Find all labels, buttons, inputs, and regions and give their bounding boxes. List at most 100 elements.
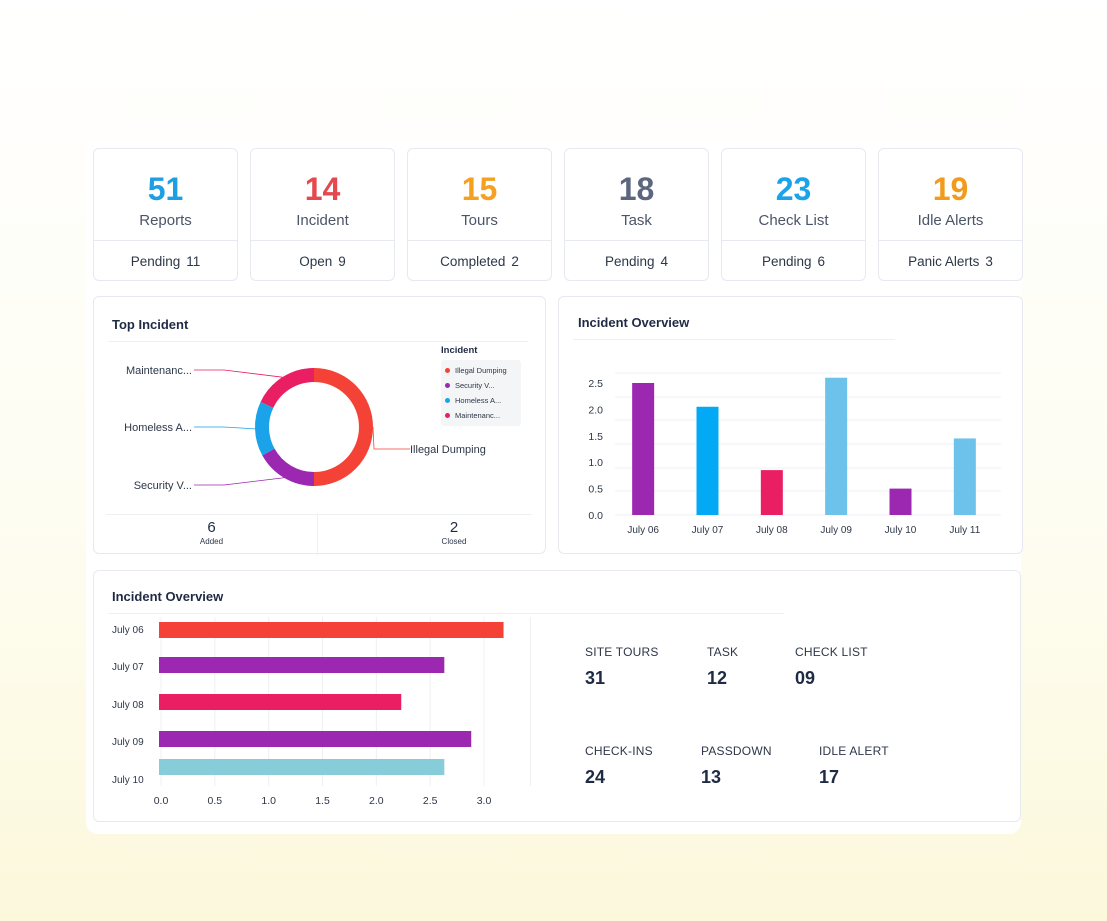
- metric-value: 17: [819, 767, 840, 787]
- x-tick-label: July 11: [949, 525, 980, 536]
- stat-label: Incident: [296, 212, 349, 229]
- stat-value: 14: [304, 171, 341, 207]
- legend-dot: [445, 368, 450, 373]
- donut-slice-homeless-activity[interactable]: [255, 401, 275, 456]
- stat-card-task[interactable]: 18 Task Pending 4: [564, 148, 709, 281]
- y-tick-label: July 07: [112, 662, 144, 673]
- bar[interactable]: [825, 377, 848, 515]
- stat-footer: Pending 4: [565, 254, 708, 269]
- legend-item[interactable]: Homeless A...: [445, 393, 517, 408]
- stat-footer-label: Panic Alerts: [908, 254, 980, 269]
- bar[interactable]: [632, 383, 655, 515]
- stat-card-tours[interactable]: 15 Tours Completed 2: [407, 148, 552, 281]
- callout-label: Illegal Dumping: [410, 444, 486, 456]
- stat-card-idle-alerts[interactable]: 19 Idle Alerts Panic Alerts 3: [878, 148, 1023, 281]
- metric-label: CHECK-INS: [585, 744, 653, 758]
- metric-label: CHECK LIST: [795, 645, 868, 659]
- callout-line: [194, 477, 285, 486]
- callout-label: Security V...: [134, 480, 192, 492]
- x-tick-label: July 09: [820, 525, 852, 536]
- stat-footer-label: Completed: [440, 254, 506, 269]
- legend-label: Homeless A...: [455, 396, 502, 405]
- vertical-bar-chart: 0.0 0.5 1.0 1.5 2.0 2.5 July 06 July 07 July 08 J…: [588, 372, 1001, 536]
- y-tick-label: 1.5: [588, 431, 603, 443]
- divider: [94, 240, 237, 241]
- x-tick-label: 1.0: [261, 795, 276, 807]
- bar[interactable]: [159, 657, 445, 673]
- divider: [108, 341, 528, 342]
- y-tick-label: July 08: [112, 700, 144, 711]
- divider: [108, 613, 784, 614]
- legend-label: Illegal Dumping: [455, 366, 507, 375]
- donut-slice-maintenance[interactable]: [260, 368, 315, 409]
- y-tick-label: July 06: [112, 625, 144, 636]
- metric-passdown: PASSDOWN 13: [701, 744, 772, 788]
- callout-label: Homeless A...: [124, 422, 192, 434]
- metric-idle-alert: IDLE ALERT 17: [819, 744, 889, 788]
- legend-dot: [445, 398, 450, 403]
- metric-value: 24: [585, 767, 606, 787]
- metric-value: 31: [585, 668, 606, 688]
- card-title: Incident Overview: [112, 589, 224, 604]
- legend-item[interactable]: Security V...: [445, 378, 517, 393]
- y-tick-label: 0.5: [588, 484, 603, 496]
- metric-label: IDLE ALERT: [819, 744, 889, 758]
- incident-overview-horizontal-card: Incident Overview 0.0 0.5 1.0 1.5 2.0 2.5 3.0 J…: [93, 570, 1021, 822]
- added-label: Added: [199, 537, 224, 546]
- legend-title: Incident: [441, 345, 478, 356]
- x-tick-label: July 08: [756, 525, 788, 536]
- stat-label: Idle Alerts: [917, 212, 984, 229]
- donut-footer: 6 Added 2 Closed: [106, 514, 532, 555]
- stat-footer-value: 9: [338, 254, 346, 269]
- bar[interactable]: [760, 470, 783, 515]
- legend-item[interactable]: Maintenanc...: [445, 408, 517, 423]
- legend-dot: [445, 413, 450, 418]
- legend-item[interactable]: Illegal Dumping: [445, 363, 517, 378]
- stat-footer: Completed 2: [408, 254, 551, 269]
- stat-footer: Pending 6: [722, 254, 865, 269]
- callout-label: Maintenanc...: [126, 365, 192, 377]
- metric-label: PASSDOWN: [701, 744, 772, 758]
- bar[interactable]: [889, 488, 912, 515]
- stat-label: Tours: [461, 212, 498, 229]
- stat-label: Task: [621, 212, 652, 229]
- stat-footer-label: Pending: [604, 254, 655, 269]
- divider: [251, 240, 394, 241]
- donut-legend: Incident Illegal Dumping Security V... H…: [441, 345, 521, 426]
- stat-card-check-list[interactable]: 23 Check List Pending 6: [721, 148, 866, 281]
- x-tick-label: July 07: [692, 525, 724, 536]
- stat-footer-value: 11: [186, 254, 201, 269]
- metric-value: 13: [701, 767, 722, 787]
- stat-label: Reports: [139, 212, 192, 229]
- bar[interactable]: [159, 759, 445, 775]
- bar[interactable]: [159, 731, 472, 747]
- callout-line: [372, 426, 410, 450]
- y-tick-label: 1.0: [588, 457, 603, 469]
- metric-value: 09: [795, 668, 816, 688]
- stat-value: 51: [147, 171, 184, 207]
- stat-value: 23: [775, 171, 812, 207]
- bar[interactable]: [159, 694, 402, 710]
- donut-chart: Illegal Dumping Security V... Homeless A..…: [124, 365, 486, 492]
- x-tick-label: 0.0: [154, 795, 169, 807]
- stat-footer: Open 9: [251, 254, 394, 269]
- bar[interactable]: [159, 622, 504, 638]
- divider: [879, 240, 1022, 241]
- stat-card-reports[interactable]: 51 Reports Pending 11: [93, 148, 238, 281]
- divider: [408, 240, 551, 241]
- legend-label: Maintenanc...: [455, 411, 501, 420]
- stat-footer: Panic Alerts 3: [879, 254, 1022, 269]
- x-tick-label: 2.5: [423, 795, 438, 807]
- donut-slice-security-violation[interactable]: [262, 448, 315, 486]
- stat-card-incident[interactable]: 14 Incident Open 9: [250, 148, 395, 281]
- donut-slice-illegal-dumping[interactable]: [313, 368, 373, 486]
- bar[interactable]: [953, 438, 976, 515]
- bar[interactable]: [696, 406, 719, 515]
- added-value: 6: [207, 519, 216, 536]
- metric-value: 12: [707, 668, 728, 688]
- stat-footer-value: 2: [511, 254, 519, 269]
- x-tick-label: July 06: [627, 525, 659, 536]
- stat-footer-label: Pending: [761, 254, 812, 269]
- y-tick-label: 2.0: [588, 404, 603, 416]
- x-tick-label: 3.0: [477, 795, 492, 807]
